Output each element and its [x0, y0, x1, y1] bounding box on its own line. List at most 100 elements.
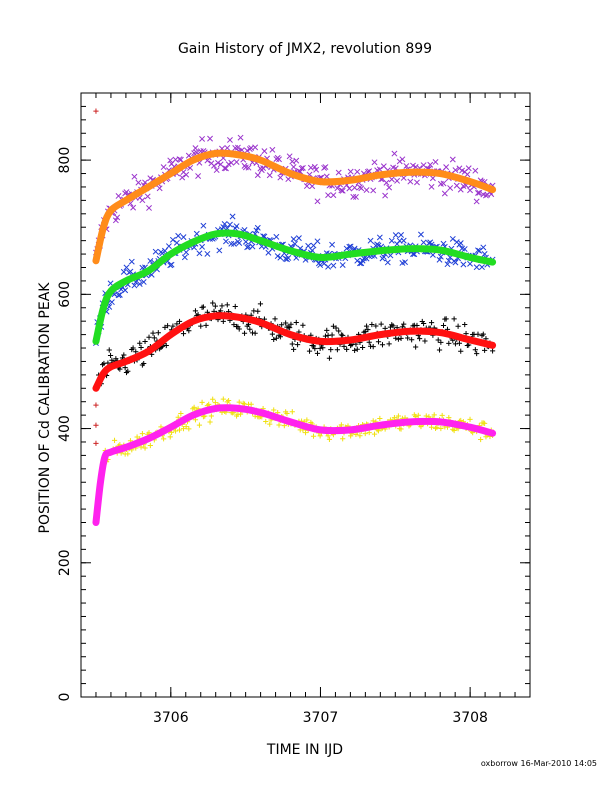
data-point [329, 332, 335, 338]
data-point [312, 346, 318, 352]
data-point [178, 410, 184, 417]
data-point [152, 248, 159, 255]
y-tick-label: 800 [57, 147, 73, 174]
data-point [223, 165, 229, 172]
data-point [176, 156, 183, 163]
data-point [131, 282, 138, 289]
data-point [446, 340, 452, 346]
data-point [334, 347, 340, 353]
data-point [382, 325, 388, 331]
data-point [168, 261, 175, 268]
data-point [449, 235, 456, 242]
data-point [441, 190, 448, 197]
data-point [363, 187, 370, 193]
data-point [413, 344, 419, 350]
data-point [150, 330, 156, 336]
data-point [373, 323, 379, 329]
data-point [395, 336, 402, 342]
data-point [310, 343, 317, 349]
data-point [395, 413, 402, 419]
data-point [179, 174, 186, 181]
data-point [341, 343, 347, 349]
y-tick-label: 200 [57, 549, 73, 576]
y-tick-label: 400 [57, 415, 73, 442]
data-point [403, 163, 410, 170]
data-point [398, 426, 404, 432]
data-point [473, 198, 480, 205]
data-point [146, 334, 152, 340]
data-point [329, 241, 336, 248]
data-point [311, 163, 318, 170]
data-point [317, 433, 323, 439]
data-point [367, 237, 374, 244]
data-point [464, 171, 471, 178]
data-point [176, 427, 183, 433]
data-point [180, 426, 187, 432]
data-point [294, 342, 301, 348]
x-tick-label: 3706 [153, 710, 189, 726]
data-point [365, 327, 371, 333]
data-point [383, 179, 390, 186]
data-point [429, 175, 436, 182]
x-axis-label: TIME IN IJD [266, 742, 343, 758]
data-point [366, 339, 372, 345]
data-point [93, 422, 99, 428]
data-point [440, 322, 447, 329]
data-point [428, 183, 435, 190]
data-point [140, 279, 147, 285]
data-point [233, 159, 240, 165]
series-4-points [93, 396, 496, 524]
data-point [386, 184, 393, 191]
data-point [226, 137, 233, 143]
data-point [449, 156, 456, 163]
data-point [274, 253, 281, 260]
data-point [370, 187, 377, 194]
data-point [354, 168, 361, 175]
data-point [120, 268, 127, 275]
data-point [444, 261, 451, 268]
data-point [249, 243, 256, 250]
data-point [192, 308, 199, 314]
data-point [200, 222, 207, 229]
series-4-fit-line [92, 404, 497, 527]
data-point [339, 187, 346, 194]
data-point [461, 246, 468, 252]
data-point [358, 185, 365, 192]
data-point [237, 134, 244, 141]
data-point [438, 339, 444, 345]
data-point [326, 355, 333, 361]
data-point [165, 243, 172, 250]
y-tick-label: 0 [57, 693, 73, 702]
data-point [407, 178, 414, 185]
data-point [257, 301, 264, 307]
data-point [223, 238, 229, 245]
data-point [324, 327, 330, 334]
data-point [191, 404, 197, 410]
data-point [394, 177, 401, 184]
data-point [283, 320, 289, 326]
data-point [155, 330, 161, 336]
data-point [350, 193, 357, 200]
data-point [401, 321, 407, 327]
data-point [183, 171, 190, 178]
y-tick-label: 600 [57, 281, 73, 308]
data-point [174, 321, 180, 327]
series-1-fit-line [92, 149, 497, 265]
data-point [139, 197, 146, 204]
data-point [266, 172, 273, 179]
data-point [212, 303, 218, 309]
data-point [476, 189, 483, 196]
data-point [338, 422, 344, 428]
data-point [175, 232, 182, 239]
data-point [377, 415, 383, 422]
data-point [273, 335, 279, 341]
data-point [233, 223, 240, 230]
data-point [147, 442, 153, 449]
data-point [195, 173, 202, 180]
data-point [420, 239, 427, 246]
data-point [378, 321, 384, 327]
data-point [128, 258, 135, 265]
series-2-fit-line [92, 229, 497, 345]
data-point [192, 145, 199, 152]
data-point [347, 243, 354, 250]
